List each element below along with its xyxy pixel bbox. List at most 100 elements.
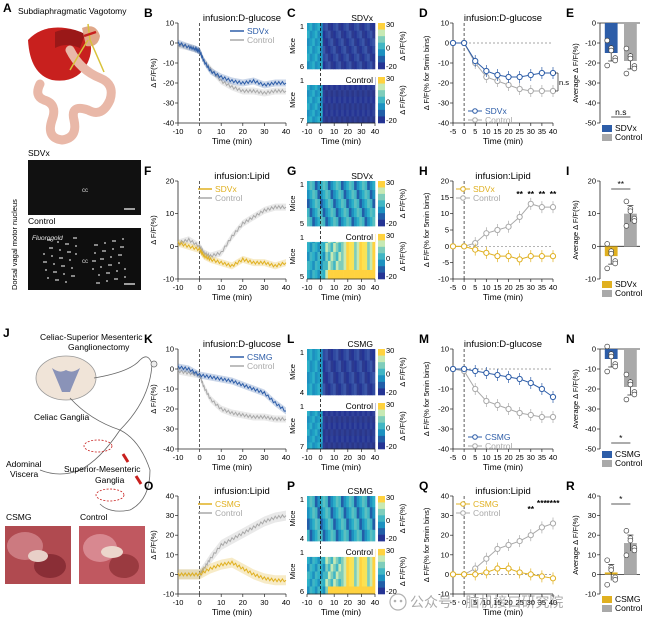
fluorogold-cell <box>57 241 59 243</box>
x-tick-label-K: 0 <box>198 453 202 462</box>
heatmap-cell-C <box>309 116 313 124</box>
colorbar-label-C: Δ F/F(%) <box>398 31 407 61</box>
heatmap-cell-C <box>317 61 321 70</box>
x-tick-label-L: 20 <box>344 453 352 462</box>
heatmap-cell-C <box>322 61 326 70</box>
heatmap-cell-G <box>346 199 350 209</box>
legend-label-D: Control <box>485 115 513 125</box>
legend-label-N: Control <box>615 458 643 468</box>
heatmap-cell-G <box>372 208 376 218</box>
panel-label-d: D <box>419 6 428 20</box>
fluorogold-cell <box>116 278 118 280</box>
heatmap-cell-L <box>325 409 329 417</box>
heatmap-cell-L <box>351 360 355 373</box>
heatmap-cell-C <box>325 46 329 54</box>
heatmap-cell-G <box>335 208 339 218</box>
heatmap-cell-P <box>317 556 321 565</box>
heatmap-cell-P <box>359 529 363 542</box>
heatmap-cell-C <box>364 96 368 104</box>
colorbar-C <box>378 90 385 98</box>
row-label-C: 6 <box>300 62 304 71</box>
x-tick-label-M: 20 <box>504 453 512 462</box>
data-point-M <box>549 393 557 401</box>
heatmap-cell-C <box>327 116 331 124</box>
heatmap-cell-C <box>338 30 342 39</box>
heatmap-cell-G <box>348 269 352 280</box>
heatmap-cell-L <box>338 360 342 373</box>
fluorogold-cell <box>114 278 116 280</box>
heatmap-cell-G <box>351 190 355 200</box>
colorbar-P <box>378 496 385 503</box>
heatmap-cell-P <box>348 556 352 565</box>
heatmap-cell-C <box>369 30 373 39</box>
heatmap-cell-C <box>359 103 363 111</box>
heatmap-cell-G <box>369 190 373 200</box>
data-point-Q <box>494 545 501 553</box>
heatmap-cell-C <box>343 96 347 104</box>
x-tick-label-D: 25 <box>515 127 523 136</box>
data-point-M <box>527 379 534 387</box>
chart-title-K: infusion:D-glucose <box>203 339 281 350</box>
heatmap-cell-P <box>348 586 352 595</box>
heatmap-cell-C <box>314 116 318 124</box>
heatmap-cell-G <box>356 251 360 262</box>
heatmap-cell-C <box>312 46 316 54</box>
heatmap-cell-G <box>343 269 347 280</box>
watermark: 公众号 · 脑机接口研究院 <box>389 593 563 611</box>
y-tick-label-N: 0 <box>592 345 596 354</box>
x-axis-label-O: Time (min) <box>212 607 252 617</box>
heatmap-cell-C <box>369 83 373 91</box>
heatmap-cell-P <box>367 496 371 508</box>
heatmap-cell-L <box>372 360 376 373</box>
heatmap-title2-G: Control <box>346 232 374 242</box>
heatmap-cell-G <box>372 269 376 280</box>
heatmap-cell-P <box>314 507 318 519</box>
heatmap-cell-C <box>325 30 329 39</box>
x-tick-label-B: 40 <box>282 127 290 136</box>
heatmap-cell-C <box>335 30 339 39</box>
heatmap-cell-P <box>325 496 329 508</box>
heatmap-cell-P <box>354 507 357 519</box>
heatmap-cell-C <box>356 38 360 47</box>
heatmap-cell-P <box>343 507 347 519</box>
y-axis-label-D: Δ F/F(% for 5min bins) <box>422 35 431 110</box>
heatmap-cell-G <box>361 260 365 271</box>
heatmap-cell-L <box>314 409 318 417</box>
colorbar-G <box>378 259 385 267</box>
heatmap-cell-C <box>317 23 321 31</box>
heatmap-cell-G <box>335 217 339 227</box>
heatmap-cell-L <box>356 383 360 396</box>
bar-dot-N <box>623 396 630 403</box>
heatmap-cell-P <box>322 556 326 565</box>
colorbar-C <box>378 29 385 37</box>
heatmap-cell-C <box>364 61 368 70</box>
heatmap-cell-G <box>361 181 365 191</box>
panel-label-i: I <box>566 164 569 178</box>
series-line-D-0 <box>453 42 553 78</box>
heatmap-cell-G <box>309 269 313 280</box>
colorbar-label-C: Δ F/F(%) <box>398 85 407 115</box>
heatmap-cell-L <box>327 383 331 396</box>
heatmap-cell-C <box>309 109 313 117</box>
heatmap-cell-C <box>343 90 347 98</box>
y-tick-label-O: 20 <box>166 531 174 540</box>
heatmap-cell-P <box>333 563 337 572</box>
fluorogold-cell <box>75 245 77 247</box>
colorbar-tick-C: -20 <box>386 62 397 71</box>
heatmap-cell-C <box>333 38 337 47</box>
heatmap-cell-P <box>325 563 329 572</box>
y-tick-label-H: 10 <box>441 209 449 218</box>
x-tick-label-D: 10 <box>482 127 490 136</box>
legend-label-E: SDVx <box>615 123 637 133</box>
heatmap-cell-L <box>322 416 326 424</box>
heatmap-cell-L <box>351 372 355 384</box>
legend-label-K: CSMG <box>247 352 273 362</box>
row-label-C: 1 <box>300 22 304 31</box>
heatmap-cell-L <box>335 349 339 361</box>
heatmap-cell-C <box>356 116 360 124</box>
heatmap-cell-L <box>309 409 313 417</box>
y-tick-label-K: -20 <box>163 405 174 414</box>
heatmap-cell-C <box>372 109 376 117</box>
heatmap-cell-L <box>341 416 344 424</box>
colorbar-L <box>378 409 385 417</box>
